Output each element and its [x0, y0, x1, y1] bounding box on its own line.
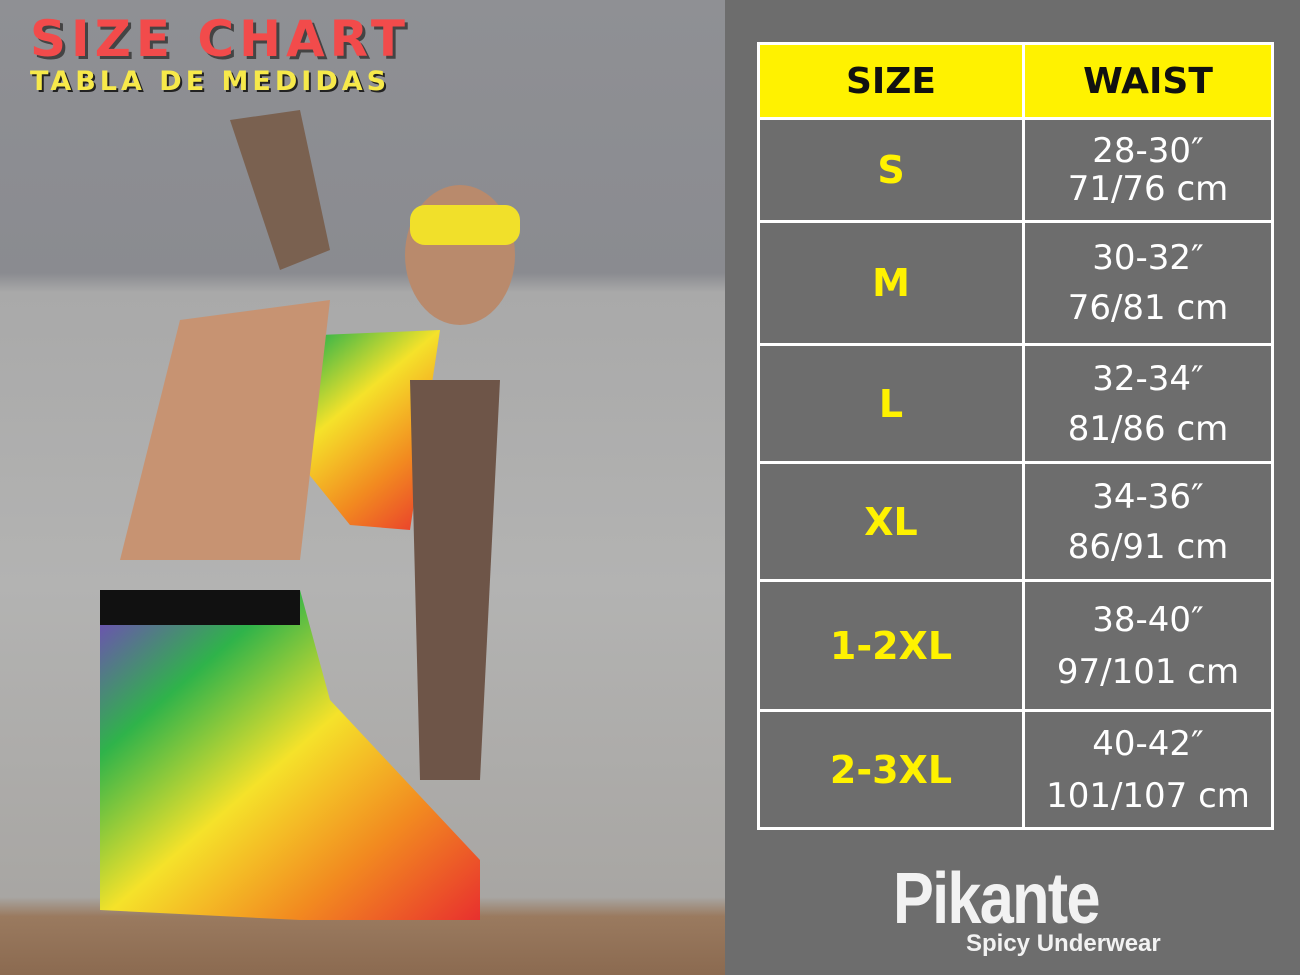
table-row: S 28-30″ 71/76 cm [757, 117, 1274, 223]
header-waist: WAIST [1022, 42, 1274, 120]
brand-name: Pikante [893, 859, 1101, 939]
size-cell: XL [757, 461, 1025, 582]
brand-tagline: Spicy Underwear [966, 930, 1161, 957]
size-cell: L [757, 343, 1025, 464]
waist-cm: 86/91 cm [1067, 526, 1229, 567]
size-cell: 2-3XL [757, 709, 1025, 830]
waist-cell: 38-40″ 97/101 cm [1022, 579, 1274, 712]
waist-inches: 30-32″ [1092, 238, 1204, 278]
waist-cell: 30-32″ 76/81 cm [1022, 220, 1274, 346]
waist-inches: 40-42″ [1092, 723, 1204, 764]
table-row: 1-2XL 38-40″ 97/101 cm [757, 579, 1274, 712]
waist-cm: 101/107 cm [1046, 775, 1250, 816]
waist-cell: 34-36″ 86/91 cm [1022, 461, 1274, 582]
waist-cm: 81/86 cm [1067, 408, 1229, 449]
table-row: XL 34-36″ 86/91 cm [757, 461, 1274, 582]
size-cell: M [757, 220, 1025, 346]
waist-cm: 97/101 cm [1056, 651, 1240, 692]
table-header: SIZE WAIST [757, 42, 1274, 120]
title: SIZE CHART [30, 10, 411, 68]
header-size: SIZE [757, 42, 1025, 120]
size-cell: 1-2XL [757, 579, 1025, 712]
size-cell: S [757, 117, 1025, 223]
size-table: SIZE WAIST S 28-30″ 71/76 cm M 30-32″ 76/8… [757, 42, 1274, 830]
waist-inches: 28-30″ [1092, 131, 1204, 171]
subtitle: TABLA DE MEDIDAS [30, 66, 391, 97]
model-figure [100, 110, 520, 920]
waist-cell: 40-42″ 101/107 cm [1022, 709, 1274, 830]
waist-inches: 34-36″ [1092, 476, 1204, 517]
table-row: 2-3XL 40-42″ 101/107 cm [757, 709, 1274, 830]
waist-cm: 71/76 cm [1067, 169, 1229, 209]
model-photo: SIZE CHART TABLA DE MEDIDAS [0, 0, 725, 975]
waist-cell: 28-30″ 71/76 cm [1022, 117, 1274, 223]
waist-cm: 76/81 cm [1067, 288, 1229, 328]
waist-inches: 32-34″ [1092, 358, 1204, 399]
waist-cell: 32-34″ 81/86 cm [1022, 343, 1274, 464]
table-row: L 32-34″ 81/86 cm [757, 343, 1274, 464]
waist-inches: 38-40″ [1092, 599, 1204, 640]
table-row: M 30-32″ 76/81 cm [757, 220, 1274, 346]
